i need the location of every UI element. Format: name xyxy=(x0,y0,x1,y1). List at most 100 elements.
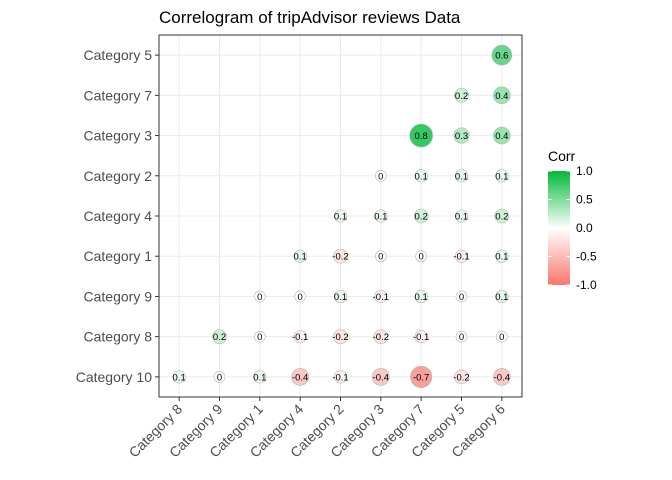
correlation-circle xyxy=(413,208,429,224)
correlation-value-label: 0.2 xyxy=(455,91,468,102)
y-tick-label: Category 9 xyxy=(84,288,153,304)
correlation-value-label: -0.4 xyxy=(494,372,510,383)
y-axis: Category 10 Category 8 Category 9 Category … xyxy=(76,47,159,385)
correlation-value-label: 0 xyxy=(217,372,222,383)
y-tick-label: Category 1 xyxy=(84,248,153,264)
correlation-cell: 0.1 xyxy=(455,209,468,223)
correlation-circle xyxy=(409,123,433,148)
correlation-cell: 0 xyxy=(254,330,266,343)
correlation-cell: -0.1 xyxy=(413,330,429,344)
correlation-cell: 0 xyxy=(213,371,226,383)
correlation-value-label: 0 xyxy=(378,252,383,263)
correlation-cell: 0.3 xyxy=(453,127,470,144)
correlation-circle xyxy=(254,290,266,303)
correlation-value-label: 0.1 xyxy=(334,292,347,303)
correlation-circle xyxy=(454,369,469,385)
correlation-circle xyxy=(333,289,348,303)
correlation-circle xyxy=(333,209,348,223)
correlation-cell: -0.2 xyxy=(332,329,349,344)
correlation-value-label: 0.1 xyxy=(173,372,186,383)
correlation-value-label: 0.1 xyxy=(253,372,266,383)
correlation-circle xyxy=(495,249,509,263)
correlation-cell: 0.8 xyxy=(409,123,433,148)
correlation-value-label: 0.4 xyxy=(495,91,508,102)
correlation-circle xyxy=(493,368,511,386)
y-tick-label: Category 10 xyxy=(76,369,152,385)
correlation-cell: -0.1 xyxy=(292,330,308,344)
correlation-cell: 0.2 xyxy=(413,208,429,224)
correlation-circle xyxy=(333,248,348,264)
correlation-cell: 0 xyxy=(455,330,468,343)
correlation-cell: -0.7 xyxy=(410,365,433,388)
correlation-value-label: -0.1 xyxy=(453,252,469,263)
correlation-circle xyxy=(454,249,469,263)
correlation-circle xyxy=(493,126,511,145)
correlation-cell: -0.1 xyxy=(332,370,349,384)
correlation-value-label: 0.1 xyxy=(415,171,428,182)
correlation-cell: 0.1 xyxy=(253,370,267,384)
correlation-circle xyxy=(491,44,513,66)
correlation-value-label: -0.4 xyxy=(373,372,389,383)
correlation-cell: 0 xyxy=(254,290,266,303)
correlation-value-label: -0.7 xyxy=(413,372,429,383)
correlation-circle xyxy=(453,127,470,144)
correlation-value-label: 0.1 xyxy=(455,212,468,223)
correlation-cell: 0.1 xyxy=(455,169,468,183)
correlation-value-label: -0.4 xyxy=(292,372,308,383)
correlation-cell: 0.4 xyxy=(493,126,511,145)
legend-tick-label: 0.0 xyxy=(576,221,593,235)
correlation-circle xyxy=(455,330,468,343)
correlation-cell: 0.1 xyxy=(374,209,388,223)
correlation-circle xyxy=(495,289,509,303)
correlation-circle xyxy=(454,88,469,103)
correlation-cell: 0.1 xyxy=(495,249,509,263)
correlation-cell: 0 xyxy=(455,290,468,303)
correlation-value-label: -0.1 xyxy=(413,332,429,343)
correlation-cell: 0.1 xyxy=(415,169,428,183)
correlation-value-label: -0.2 xyxy=(453,372,469,383)
correlation-value-label: 0.1 xyxy=(495,171,508,182)
correlation-cell: -0.4 xyxy=(372,368,390,386)
correlation-value-label: -0.1 xyxy=(373,292,389,303)
correlation-value-label: 0.4 xyxy=(495,131,508,142)
correlation-cell: -0.2 xyxy=(373,329,389,344)
correlation-value-label: 0 xyxy=(499,332,504,343)
correlation-circle xyxy=(495,169,509,183)
correlation-circle xyxy=(294,290,306,303)
y-tick-label: Category 8 xyxy=(84,329,153,345)
correlation-value-label: 0 xyxy=(257,332,262,343)
correlation-cell: -0.4 xyxy=(493,368,511,386)
legend-tick-label: -1.0 xyxy=(576,278,597,292)
correlation-value-label: 0 xyxy=(419,252,424,263)
color-legend: Corr 1.0 0.5 0.0 -0.5 -1.0 xyxy=(548,148,597,292)
correlation-cell: 0.2 xyxy=(494,208,510,224)
correlation-circle xyxy=(414,289,428,303)
correlation-circle xyxy=(253,370,267,384)
correlation-circle xyxy=(213,371,226,383)
correlation-cells: 0.1 0 0.1 -0.4 -0.1 -0.4 -0.7 -0.2 -0.4 0.2 0 -0.1 -… xyxy=(173,44,513,388)
correlation-value-label: 0.1 xyxy=(415,292,428,303)
correlation-cell: 0.4 xyxy=(493,86,511,105)
correlation-cell: 0 xyxy=(375,169,387,182)
correlation-circle xyxy=(293,249,307,263)
correlation-value-label: -0.2 xyxy=(332,332,348,343)
correlation-cell: 0.1 xyxy=(173,370,186,384)
correlation-value-label: 0 xyxy=(378,171,383,182)
correlation-circle xyxy=(455,290,468,303)
correlation-cell: 0.1 xyxy=(414,289,428,303)
correlation-value-label: -0.1 xyxy=(292,332,308,343)
correlation-value-label: 0.2 xyxy=(415,212,428,223)
correlation-circle xyxy=(374,209,388,223)
correlation-value-label: 0.1 xyxy=(374,212,387,223)
correlation-value-label: 0.1 xyxy=(495,292,508,303)
correlation-circle xyxy=(333,370,348,384)
correlation-cell: 0.1 xyxy=(495,289,509,303)
legend-tick-label: 1.0 xyxy=(576,164,593,178)
correlation-cell: -0.4 xyxy=(291,368,309,386)
y-tick-label: Category 4 xyxy=(84,208,153,224)
correlation-circle xyxy=(375,250,387,263)
y-tick-label: Category 7 xyxy=(84,87,153,103)
